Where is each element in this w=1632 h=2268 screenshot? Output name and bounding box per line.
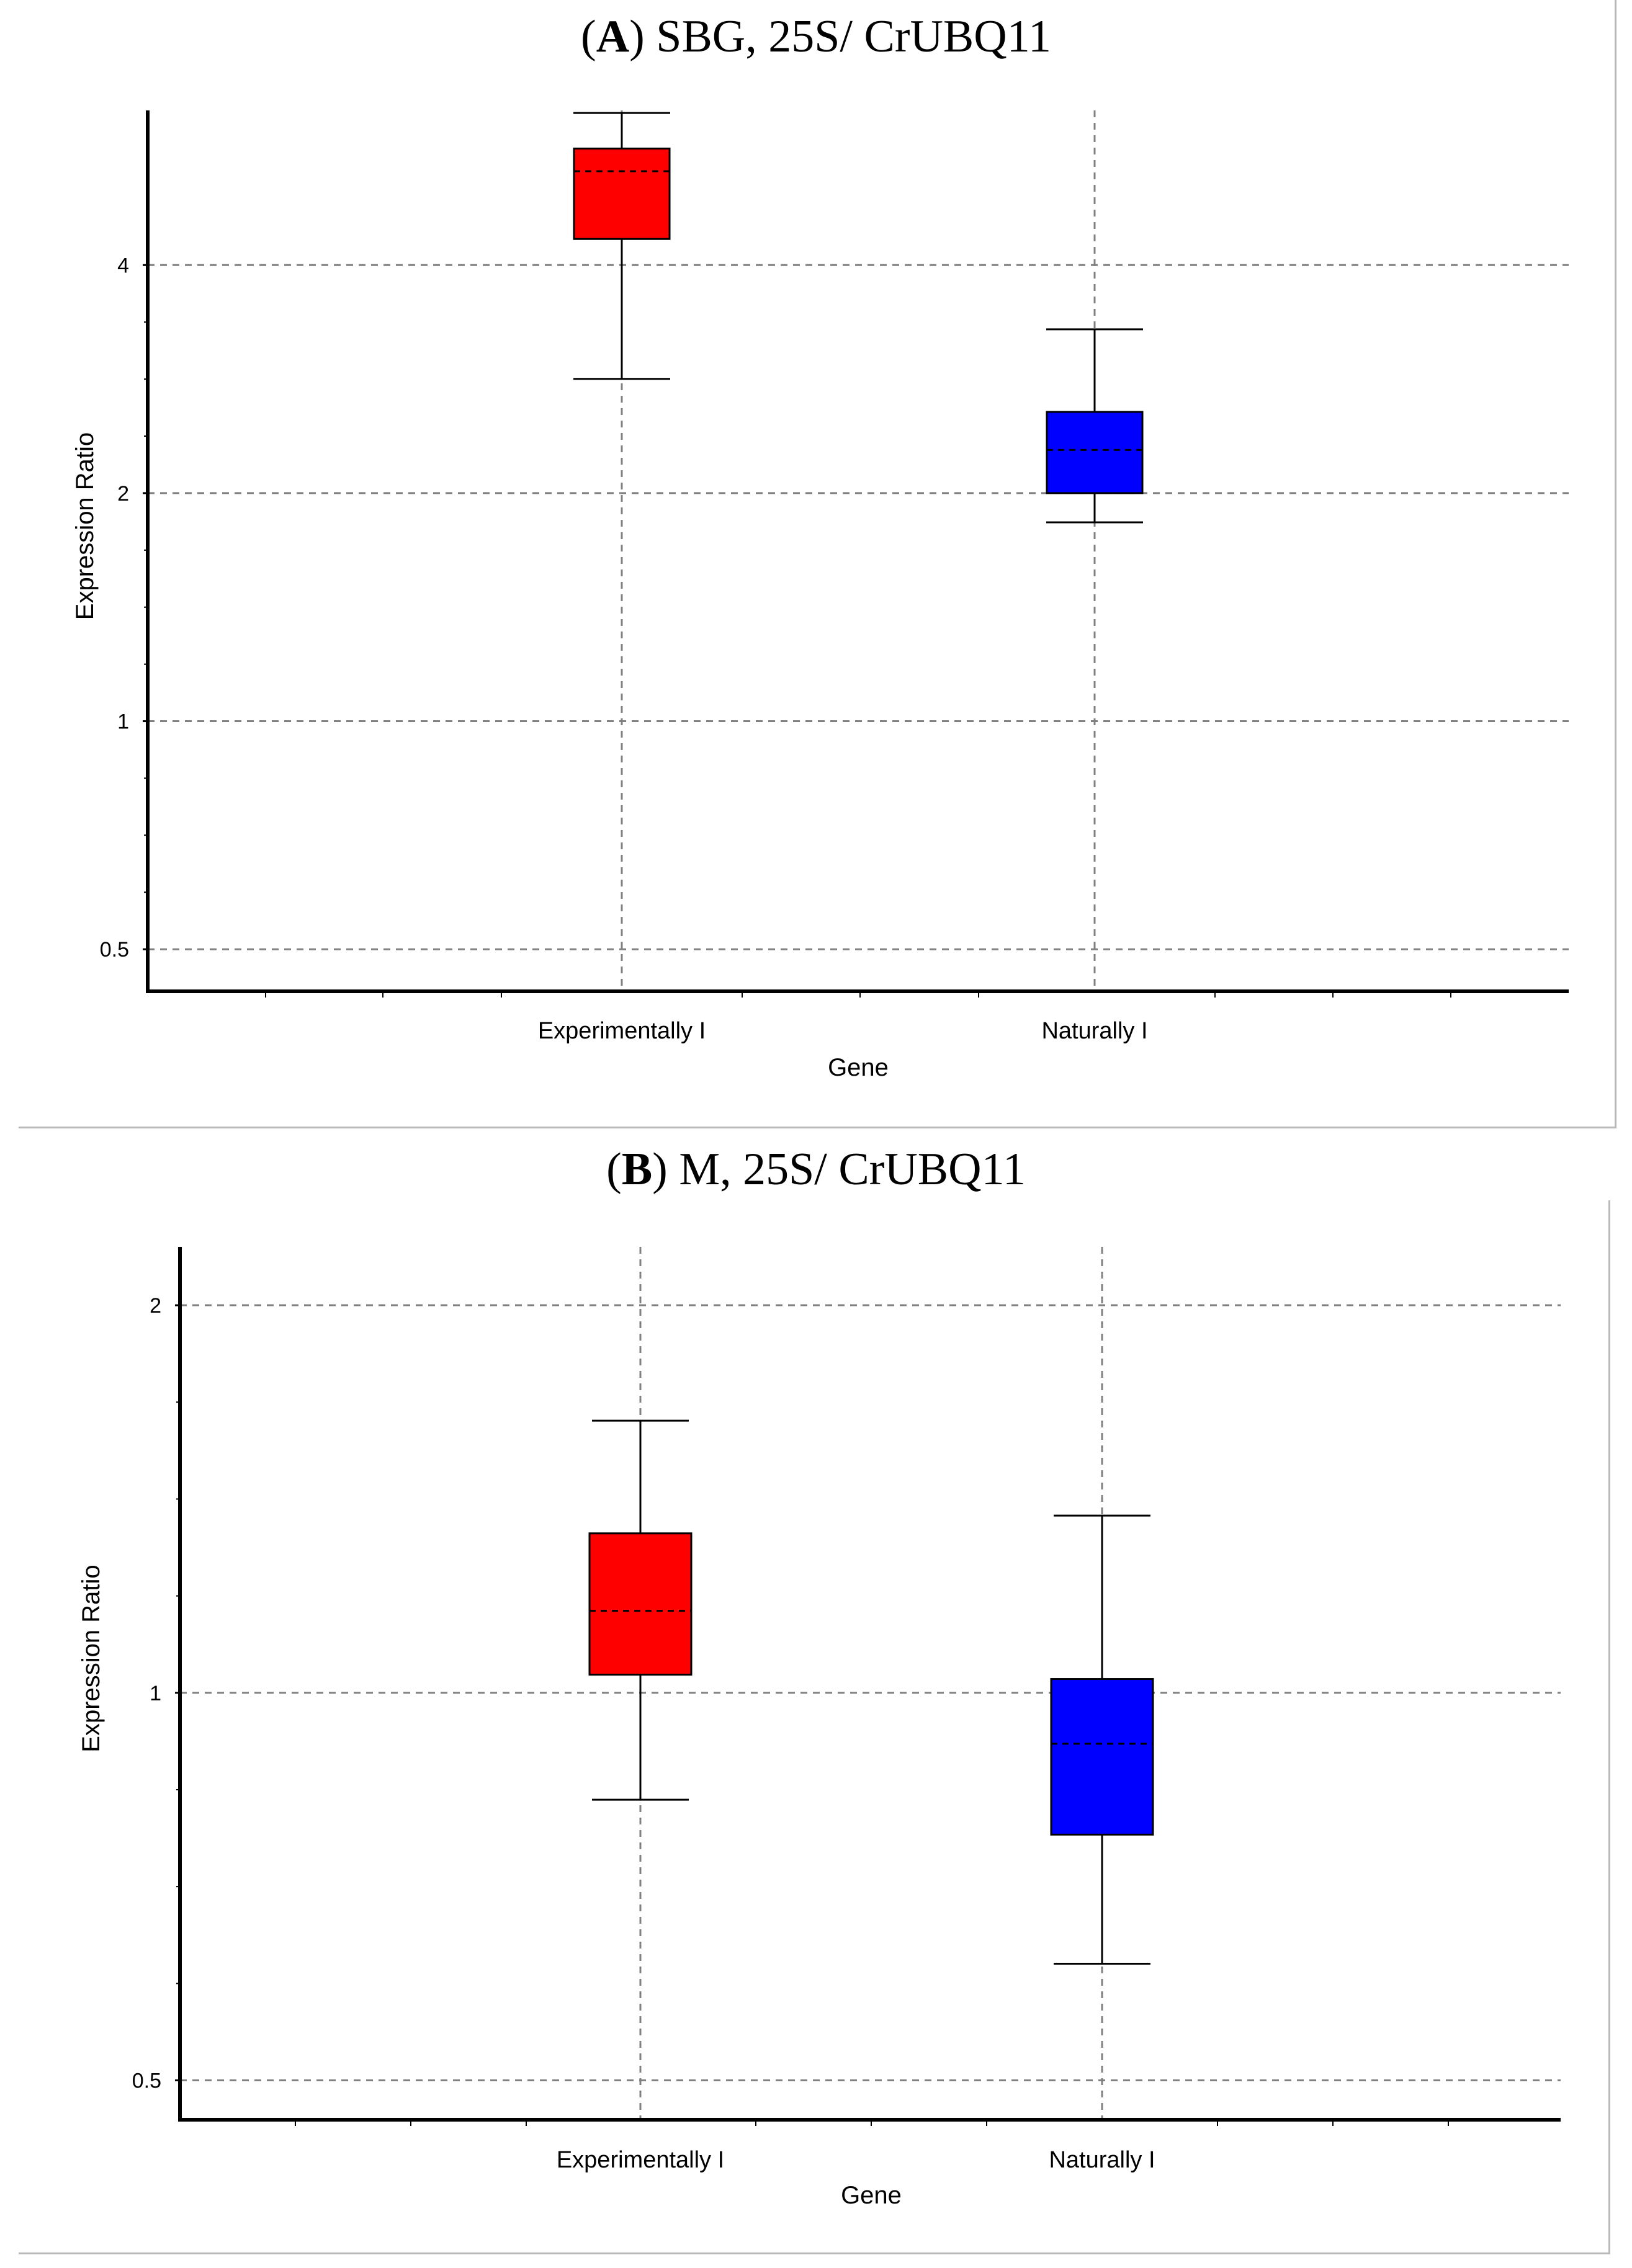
panel-a-frame bbox=[19, 0, 1616, 1128]
panel-a-ytick-label: 0.5 bbox=[100, 938, 129, 962]
panel-b-ytick-label: 1 bbox=[150, 1682, 161, 1705]
panel-a-ylabel: Expression Ratio bbox=[71, 432, 99, 620]
panel-b-ytick-label: 2 bbox=[150, 1294, 161, 1318]
panel-b-ytick-label: 0.5 bbox=[132, 2069, 161, 2093]
box-iqr bbox=[1050, 1678, 1154, 1836]
panel-b-letter: B bbox=[621, 1144, 653, 1195]
panel-a-plot: 0.5 1 2 4 Experimentally I Naturally I Gene Exp… bbox=[71, 110, 1569, 1081]
panel-b-plot: 0.5 1 2 Experimentally I Naturally I Gene Expr… bbox=[78, 1247, 1561, 2209]
panel-a-title-text: SBG, 25S/ CrUBQ11 bbox=[656, 11, 1051, 62]
panel-b-ylabel: Expression Ratio bbox=[78, 1565, 105, 1752]
panel-a-ytick-label: 2 bbox=[117, 482, 129, 506]
panel-a-box-naturally bbox=[1046, 328, 1144, 524]
panel-b-category-label: Naturally I bbox=[1049, 2147, 1155, 2173]
box-iqr bbox=[1046, 411, 1144, 494]
panel-a-title: (A) SBG, 25S/ CrUBQ11 bbox=[581, 11, 1051, 62]
panel-b-title: (B) M, 25S/ CrUBQ11 bbox=[606, 1144, 1026, 1195]
panel-a-ytick-label: 4 bbox=[117, 254, 129, 277]
box-iqr bbox=[573, 147, 671, 240]
box-iqr bbox=[588, 1532, 693, 1676]
panel-b-box-naturally bbox=[1050, 1514, 1154, 1965]
panel-b-xlabel: Gene bbox=[841, 2182, 902, 2209]
panel-b-category-label: Experimentally I bbox=[557, 2147, 724, 2173]
panel-b-title-text: M, 25S/ CrUBQ11 bbox=[679, 1144, 1026, 1195]
panel-a-letter: A bbox=[596, 11, 630, 62]
panel-a-category-label: Experimentally I bbox=[538, 1018, 706, 1044]
panel-b-box-experimentally bbox=[588, 1419, 693, 1801]
panel-a-xlabel: Gene bbox=[828, 1054, 889, 1081]
panel-a-ytick-label: 1 bbox=[117, 710, 129, 734]
panel-b-frame bbox=[19, 1200, 1610, 2254]
panel-a-box-experimentally bbox=[573, 112, 671, 380]
panel-a-category-label: Naturally I bbox=[1041, 1018, 1147, 1044]
